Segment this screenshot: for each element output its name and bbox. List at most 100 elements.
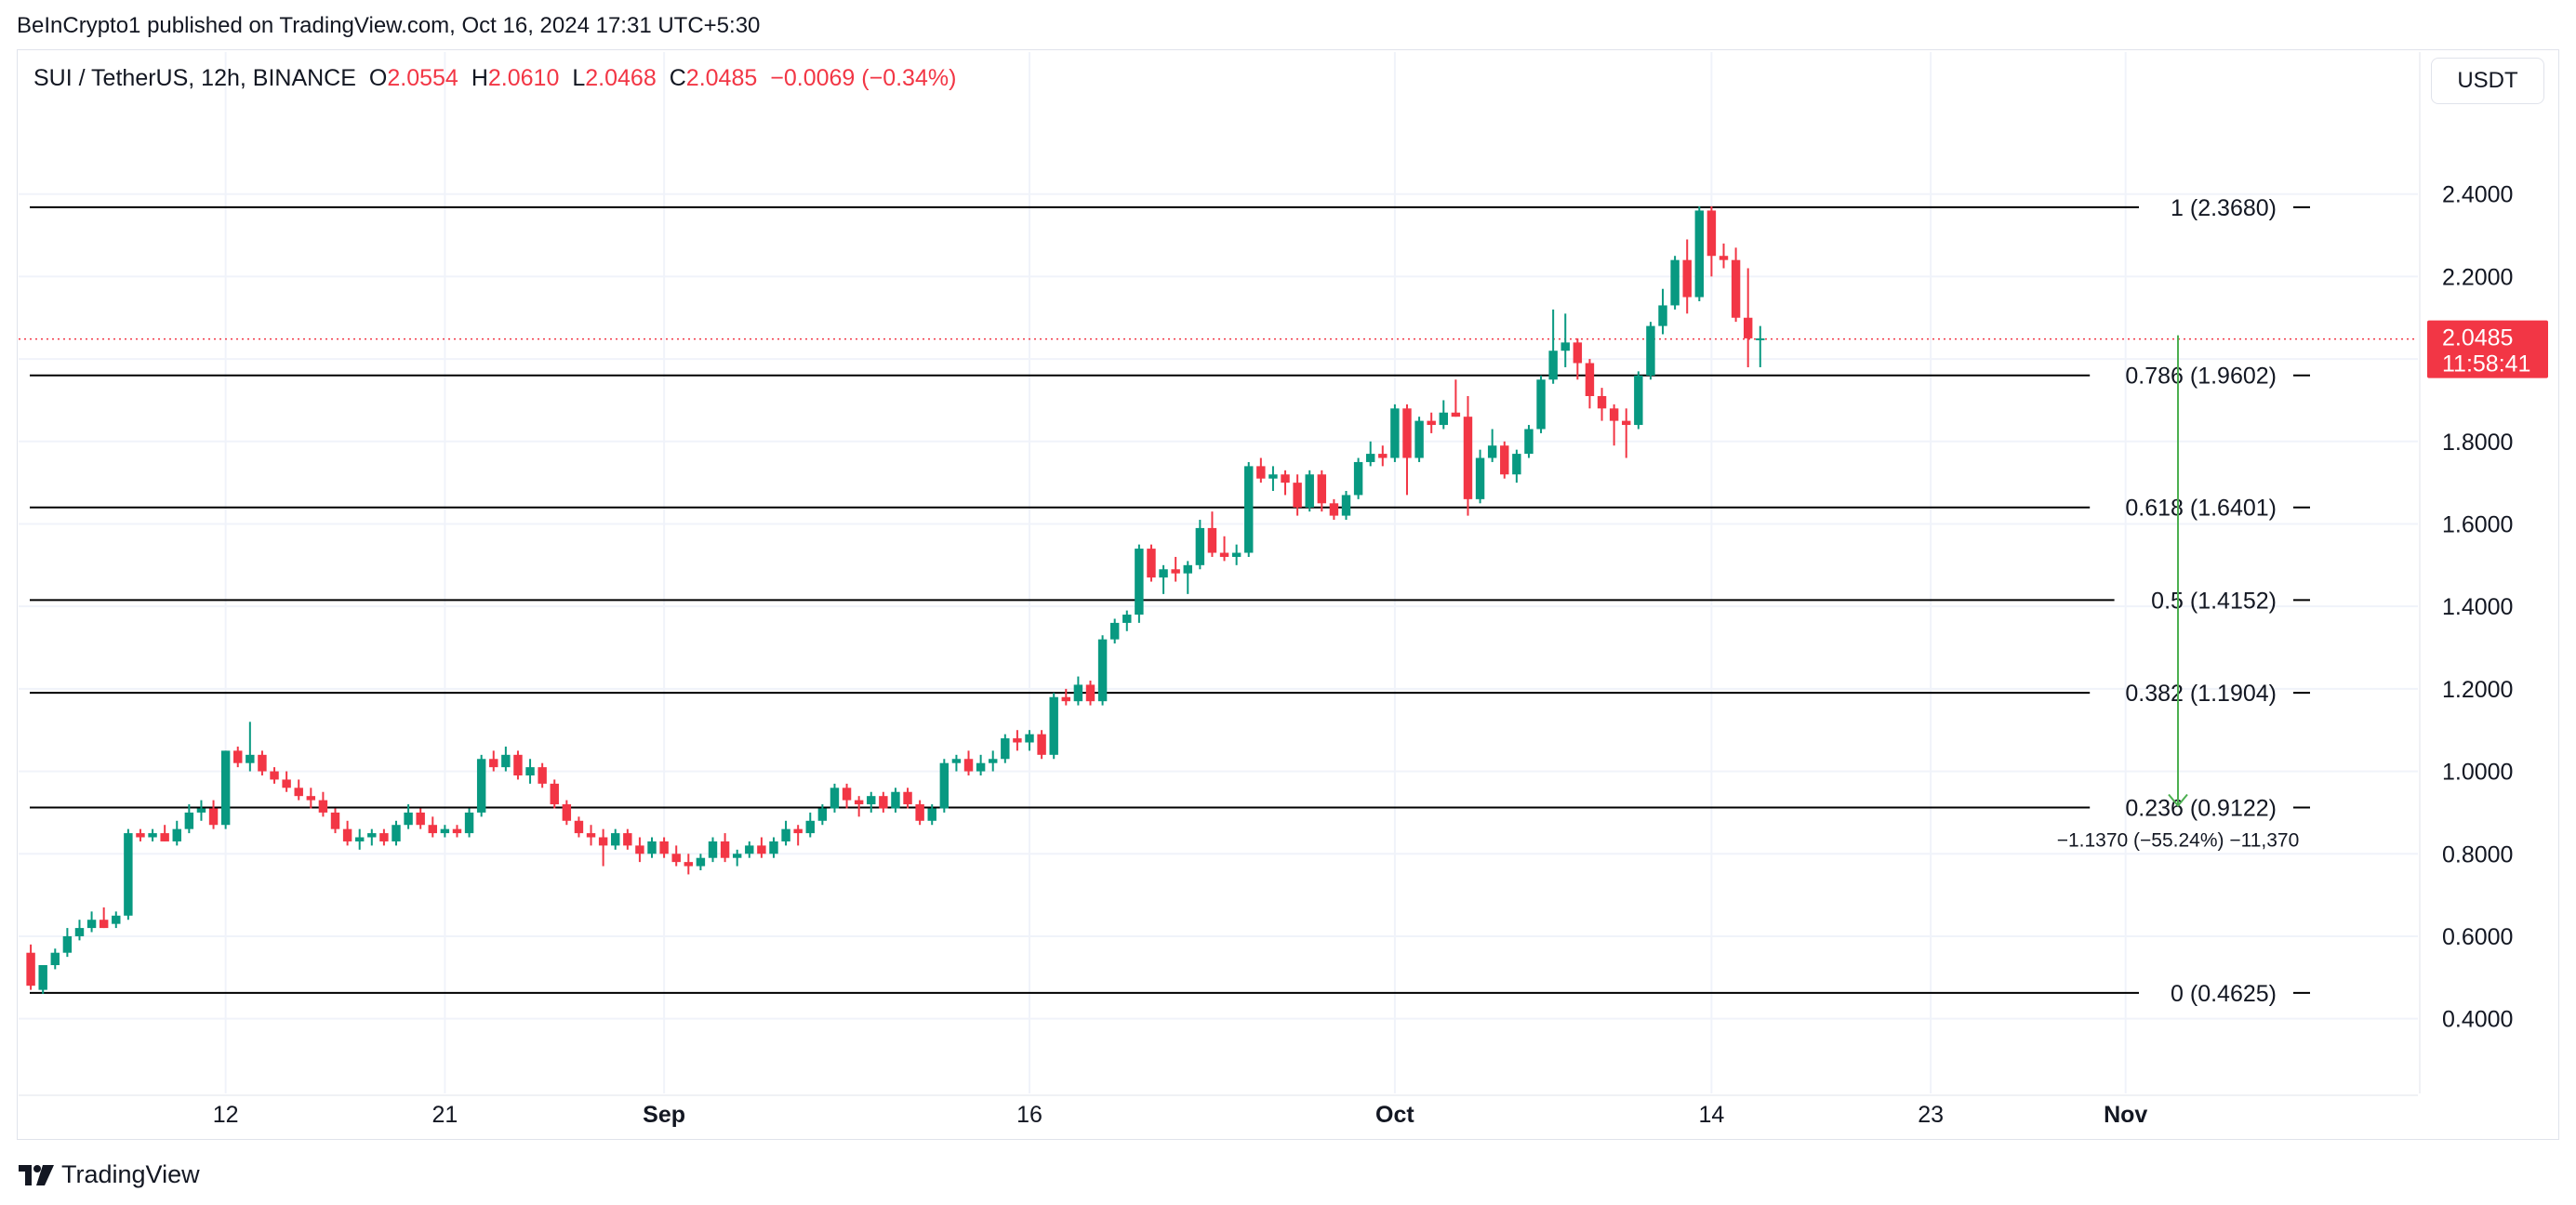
tradingview-logo[interactable]: TradingView — [19, 1160, 200, 1189]
candle-body — [1135, 549, 1144, 616]
candle-body — [805, 820, 815, 834]
candle-body — [720, 841, 730, 858]
fib-level-label: 0.786 (1.9602) — [2125, 364, 2277, 390]
candle-body — [745, 845, 754, 854]
candle-body — [1256, 466, 1266, 479]
candle-body — [891, 791, 900, 809]
candle-body — [1329, 503, 1339, 516]
candle-body — [1001, 738, 1010, 760]
candle-body — [1524, 429, 1534, 455]
candle-body — [1427, 420, 1436, 426]
candle-body — [1171, 569, 1180, 574]
candle-body — [476, 759, 486, 813]
candle-body — [26, 952, 35, 987]
candle-body — [781, 828, 790, 841]
candle-body — [367, 833, 377, 838]
candle-body — [598, 837, 608, 846]
candle-body — [1731, 259, 1741, 318]
candle-body — [671, 854, 681, 863]
candle-body — [1512, 454, 1521, 475]
candle-body — [1109, 622, 1120, 640]
candle-body — [258, 754, 267, 772]
candle-body — [428, 825, 437, 834]
time-tick-label: 16 — [1016, 1102, 1042, 1128]
last-price-value: 2.0485 — [2442, 325, 2513, 351]
candle-body — [306, 796, 316, 801]
candle-body — [220, 750, 231, 826]
candle-body — [62, 935, 73, 953]
candle-body — [136, 833, 145, 838]
candle-body — [1353, 461, 1363, 496]
candle-body — [1037, 734, 1046, 755]
candle-body — [50, 952, 60, 965]
candle-body — [318, 800, 328, 813]
candle-body — [1207, 527, 1217, 553]
candle-body — [1475, 457, 1485, 499]
time-tick-label: 14 — [1698, 1102, 1724, 1128]
candle-body — [440, 828, 450, 834]
candle-body — [1609, 408, 1619, 421]
fib-level-label: 0.618 (1.6401) — [2125, 496, 2277, 522]
currency-button[interactable]: USDT — [2431, 58, 2544, 104]
candle-body — [1463, 417, 1473, 499]
price-tick-label: 1.2000 — [2442, 677, 2513, 703]
candle-body — [1402, 408, 1412, 458]
candle-body — [951, 759, 962, 763]
tradingview-brand: TradingView — [61, 1160, 200, 1188]
candle-body — [1341, 495, 1351, 516]
candle-body — [1231, 552, 1242, 557]
candle-body — [635, 845, 644, 854]
candle-body — [1536, 379, 1546, 430]
candle-body — [793, 828, 803, 834]
symbol-label[interactable]: SUI / TetherUS, 12h, BINANCE — [33, 65, 356, 91]
price-tick-label: 1.8000 — [2442, 430, 2513, 456]
time-tick-label: Sep — [643, 1102, 685, 1128]
candle-body — [1159, 569, 1168, 578]
candle-body — [963, 759, 974, 772]
candle-body — [1183, 564, 1192, 574]
candle-body — [74, 928, 85, 936]
candle-body — [1281, 474, 1290, 483]
candle-body — [915, 804, 924, 821]
candle-body — [160, 833, 169, 841]
fib-level-label: 0.5 (1.4152) — [2151, 588, 2277, 614]
candle-body — [208, 808, 219, 826]
close-value: 2.0485 — [685, 65, 758, 91]
candle-body — [1085, 684, 1095, 702]
candle-body — [684, 862, 694, 867]
candle-body — [1365, 454, 1375, 462]
candle-body — [879, 796, 888, 809]
fib-level-label: 0 (0.4625) — [2171, 981, 2277, 1007]
high-value: 2.0610 — [487, 65, 560, 91]
candle-body — [1451, 412, 1461, 417]
candle-body — [867, 796, 876, 805]
candle-body — [1414, 420, 1424, 458]
candle-body — [282, 779, 291, 788]
change-value: −0.0069 (−0.34%) — [770, 65, 957, 91]
bar-countdown: 11:58:41 — [2442, 351, 2530, 377]
time-tick-label: 23 — [1918, 1102, 1944, 1128]
candle-body — [184, 812, 194, 829]
candle-body — [538, 767, 547, 784]
candle-body — [1073, 684, 1083, 702]
candle-body — [586, 833, 596, 838]
publisher-line: BeInCrypto1 published on TradingView.com… — [17, 13, 761, 38]
candle-body — [1756, 338, 1765, 340]
candle-body — [1439, 412, 1448, 426]
price-tick-label: 0.8000 — [2442, 841, 2513, 867]
candle-body — [976, 762, 986, 772]
candle-body — [1719, 256, 1729, 260]
candle-body — [1487, 445, 1497, 458]
candle-body — [379, 833, 389, 841]
candle-body — [489, 759, 498, 768]
candle-body — [842, 788, 852, 801]
price-tick-label: 0.4000 — [2442, 1007, 2513, 1033]
candle-body — [172, 828, 181, 841]
candle-body — [647, 841, 657, 854]
candle-body — [1305, 474, 1314, 508]
candle-body — [1585, 363, 1595, 396]
candle-body — [1573, 342, 1583, 364]
candle-body — [550, 783, 559, 805]
candle-body — [817, 808, 828, 821]
